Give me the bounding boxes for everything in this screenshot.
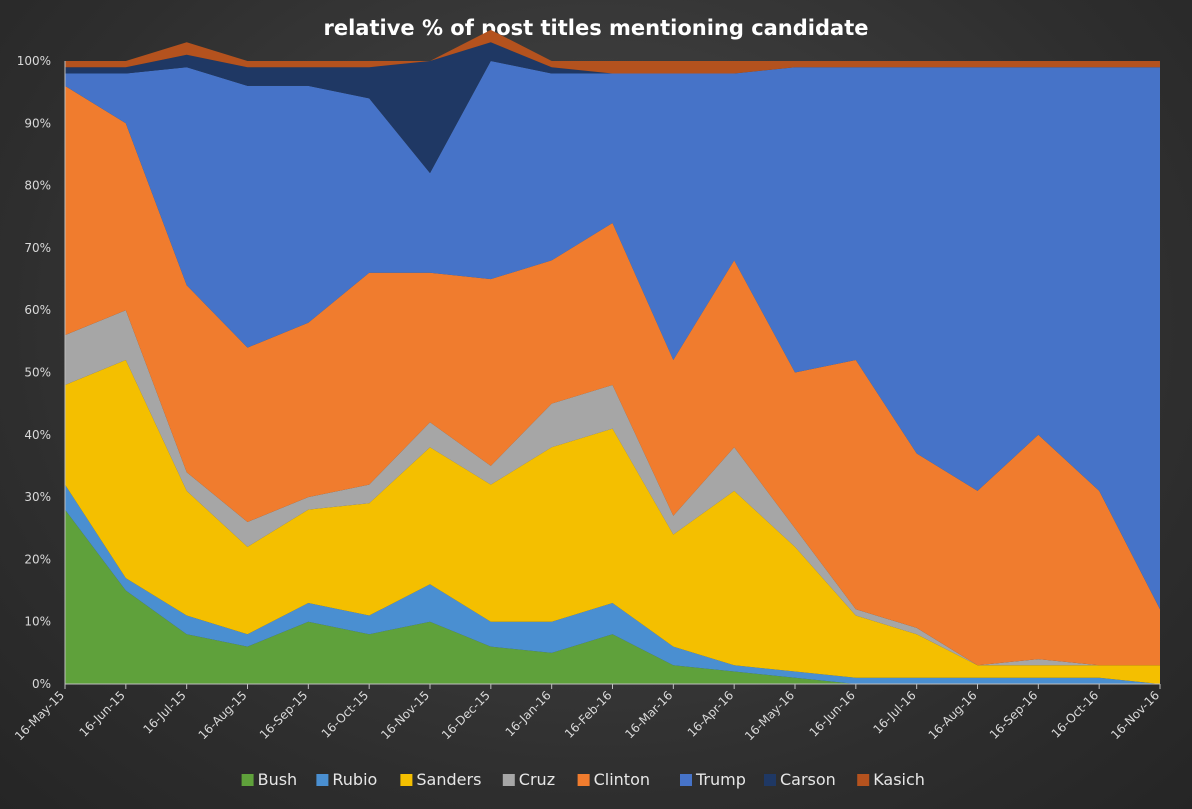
y-tick-label: 30% [24, 490, 51, 504]
y-tick-label: 20% [24, 552, 51, 566]
legend-label: Clinton [594, 770, 650, 789]
legend-item-kasich: Kasich [857, 770, 925, 789]
y-tick-label: 80% [24, 179, 51, 193]
area-kasich [65, 29, 1160, 74]
legend-label: Trump [695, 770, 746, 789]
x-tick-label: 16-Jul-16 [870, 688, 918, 736]
chart-title: relative % of post titles mentioning can… [324, 16, 869, 40]
x-tick-label: 16-Feb-16 [562, 688, 615, 741]
x-axis: 16-May-15 16-Jun-15 16-Jul-15 16-Aug-15 16-S… [12, 683, 1162, 743]
legend-item-carson: Carson [764, 770, 836, 789]
area-bush [65, 509, 1160, 684]
legend-swatch [680, 774, 692, 786]
legend-item-cruz: Cruz [502, 770, 555, 789]
legend-label: Kasich [873, 770, 925, 789]
y-axis: 0% 10% 20% 30% 40% 50% 60% 70% 80% 90% 100% [17, 54, 66, 691]
legend-swatch [241, 774, 254, 786]
y-tick-label: 40% [24, 428, 51, 442]
x-tick-label: 16-May-16 [742, 688, 797, 743]
legend-label: Cruz [519, 770, 555, 789]
legend-swatch [502, 774, 515, 786]
legend-item-bush: Bush [241, 770, 298, 789]
x-tick-label: 16-Jun-15 [77, 688, 128, 739]
area-layers [65, 29, 1160, 684]
legend-item-trump: Trump [680, 770, 746, 789]
x-tick-label: 16-Sep-15 [257, 688, 311, 742]
x-tick-label: 16-Mar-16 [622, 688, 675, 741]
x-tick-label: 16-Apr-16 [685, 688, 737, 740]
y-tick-label: 50% [24, 366, 51, 380]
legend-swatch [316, 774, 329, 786]
area-sanders [65, 360, 1160, 684]
y-tick-label: 0% [32, 677, 51, 691]
area-carson [65, 42, 1160, 174]
x-tick-label: 16-Sep-16 [987, 688, 1041, 742]
legend-label: Carson [780, 770, 836, 789]
x-tick-label: 16-Nov-15 [378, 688, 432, 742]
x-tick-label: 16-Jul-15 [140, 688, 188, 736]
area-trump [65, 61, 1160, 610]
y-tick-label: 10% [24, 615, 51, 629]
legend-item-clinton: Clinton [577, 770, 650, 789]
legend-swatch [577, 774, 590, 786]
x-tick-label: 16-Aug-15 [196, 688, 250, 742]
x-tick-label: 16-Dec-15 [439, 688, 493, 742]
legend-label: Sanders [416, 770, 481, 789]
legend-swatch [857, 774, 870, 786]
legend-swatch [764, 774, 776, 786]
legend-label: Rubio [332, 770, 377, 789]
legend-item-sanders: Sanders [400, 770, 481, 789]
x-tick-label: 16-May-15 [12, 688, 67, 743]
legend-swatch [400, 774, 413, 786]
y-tick-label: 70% [24, 241, 51, 255]
x-tick-label: 16-Oct-15 [319, 688, 372, 741]
x-tick-label: 16-Jun-16 [807, 688, 858, 739]
x-tick-label: 16-Oct-16 [1049, 688, 1102, 741]
y-tick-label: 100% [17, 54, 51, 68]
legend-label: Bush [258, 770, 298, 789]
y-tick-label: 60% [24, 303, 51, 317]
legend-item-rubio: Rubio [316, 770, 377, 789]
legend: Bush Rubio Sanders Cruz Clinton Trump Carson Ka… [241, 770, 925, 789]
x-tick-label: 16-Jan-16 [503, 688, 554, 739]
x-tick-label: 16-Aug-16 [926, 688, 980, 742]
x-tick-label: 16-Nov-16 [1108, 688, 1162, 742]
area-clinton [65, 85, 1160, 666]
y-tick-label: 90% [24, 116, 51, 130]
